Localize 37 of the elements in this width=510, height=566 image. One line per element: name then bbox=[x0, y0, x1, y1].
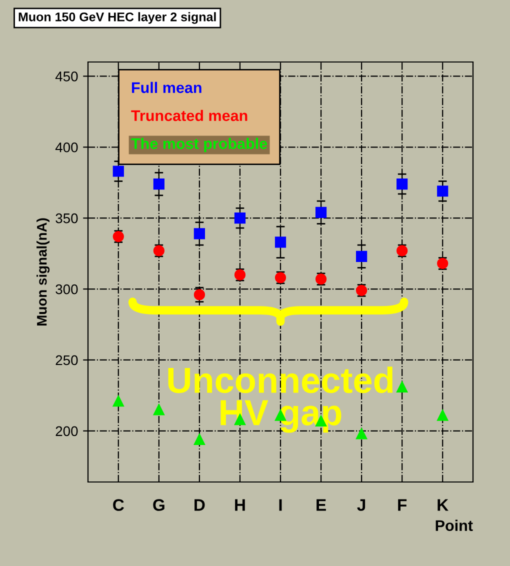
point bbox=[194, 228, 206, 240]
point bbox=[194, 434, 206, 445]
point bbox=[437, 186, 448, 197]
point bbox=[356, 250, 368, 262]
x-tick-label: J bbox=[357, 499, 366, 511]
y-tick-label: 350 bbox=[56, 213, 78, 224]
x-tick-label: G bbox=[153, 499, 164, 511]
text: The most probable bbox=[131, 138, 268, 152]
y-tick-label: 250 bbox=[56, 355, 78, 366]
x-tick-label: E bbox=[316, 499, 326, 511]
point bbox=[112, 396, 124, 407]
x-tick-label: I bbox=[279, 499, 282, 511]
text: Full mean bbox=[132, 82, 202, 94]
x-tick-label: D bbox=[194, 499, 205, 511]
point bbox=[112, 166, 124, 177]
x-tick-label: C bbox=[113, 499, 124, 511]
point bbox=[194, 289, 206, 300]
y-tick-label: 200 bbox=[56, 426, 78, 436]
y-tick-label: 450 bbox=[55, 72, 78, 82]
y-tick-label: 400 bbox=[55, 142, 78, 152]
point bbox=[315, 206, 327, 218]
point bbox=[437, 410, 448, 421]
point bbox=[396, 381, 408, 392]
y-axis-title: Muon signal(nA) bbox=[36, 218, 50, 326]
point bbox=[153, 404, 164, 416]
y-tick-label: 300 bbox=[56, 284, 78, 294]
chart-title: Muon 150 GeV HEC layer 2 signal bbox=[18, 12, 216, 24]
x-tick-label: K bbox=[438, 499, 448, 511]
text: Truncated mean bbox=[131, 110, 248, 122]
point bbox=[356, 428, 368, 440]
x-tick-label: F bbox=[398, 499, 407, 511]
point bbox=[153, 178, 164, 190]
point bbox=[274, 236, 286, 248]
point bbox=[234, 212, 246, 224]
x-axis-title: Point bbox=[436, 520, 473, 531]
x-tick-label: H bbox=[235, 499, 245, 511]
point bbox=[396, 178, 408, 190]
